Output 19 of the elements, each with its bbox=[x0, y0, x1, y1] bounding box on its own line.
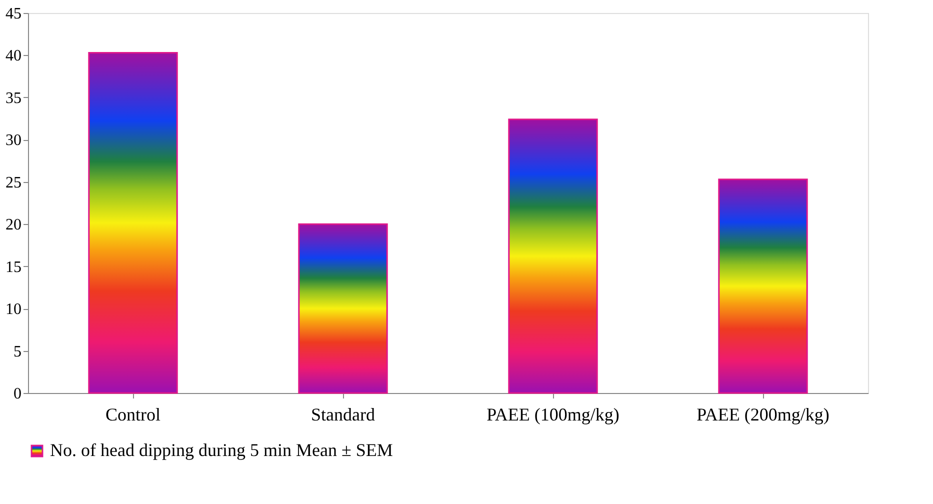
y-tick-label: 40 bbox=[6, 48, 22, 65]
y-tick-label: 0 bbox=[14, 386, 22, 402]
y-tick-label: 25 bbox=[6, 174, 22, 192]
x-tick-label: PAEE (200mg/kg) bbox=[696, 404, 830, 424]
y-tick-label: 20 bbox=[6, 216, 22, 234]
x-tick-label: Control bbox=[105, 404, 161, 424]
y-tick-label: 45 bbox=[6, 6, 22, 22]
y-tick-label: 35 bbox=[6, 90, 22, 107]
y-tick-label: 10 bbox=[6, 301, 22, 318]
y-tick-label: 30 bbox=[6, 132, 22, 150]
y-tick-label: 5 bbox=[14, 343, 22, 360]
bar bbox=[88, 52, 178, 394]
y-tick-label: 15 bbox=[6, 258, 22, 276]
bar bbox=[508, 118, 598, 394]
x-tick-label: PAEE (100mg/kg) bbox=[486, 404, 620, 424]
bar bbox=[718, 178, 808, 394]
bar bbox=[298, 223, 388, 394]
x-tick-label: Standard bbox=[311, 404, 375, 424]
legend-label: No. of head dipping during 5 min Mean ± SEM bbox=[50, 440, 393, 460]
